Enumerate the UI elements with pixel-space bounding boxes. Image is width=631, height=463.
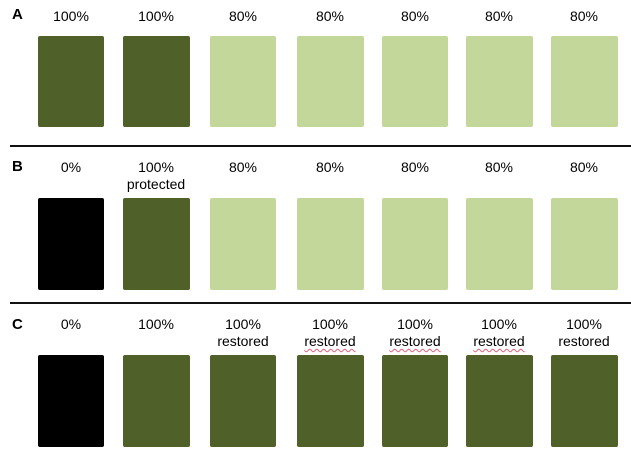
panel-c-block-1 [38, 355, 104, 447]
note-label: restored [558, 333, 610, 349]
panel-a-block-6 [465, 36, 533, 127]
panel-label-c: C [12, 316, 23, 333]
value-label: 80% [228, 159, 258, 175]
value-label: 80% [400, 8, 430, 24]
note-label: restored [389, 333, 441, 349]
panel-b-block-2 [122, 198, 190, 290]
panel-a-label-1: 100% [26, 8, 116, 25]
panel-c-label-1: 0% [26, 316, 116, 333]
panel-b-block-3 [210, 198, 276, 290]
value-label: 0% [60, 316, 82, 332]
value-label: 80% [484, 8, 514, 24]
note-label: restored [304, 333, 356, 349]
panel-b-label-3: 80% [198, 159, 288, 176]
panel-b-label-7: 80% [539, 159, 629, 176]
panel-c-label-5: 100% restored [370, 316, 460, 350]
panel-c-label-3: 100% restored [198, 316, 288, 350]
panel-a-block-4 [296, 36, 364, 127]
panel-label-a: A [12, 6, 23, 23]
panel-a-block-7 [550, 36, 618, 127]
note-label: restored [473, 333, 525, 349]
value-label: 80% [484, 159, 514, 175]
value-label: 0% [60, 159, 82, 175]
panel-c-block-6 [465, 355, 533, 447]
divider-b-c [10, 302, 631, 304]
panel-b-block-7 [550, 198, 618, 290]
value-label: 100% [566, 316, 602, 332]
panel-c-label-7: 100% restored [539, 316, 629, 350]
panel-label-b: B [12, 158, 23, 175]
value-label: 100% [138, 316, 174, 332]
panel-a-label-7: 80% [539, 8, 629, 25]
value-label: 80% [315, 159, 345, 175]
panel-a-label-6: 80% [454, 8, 544, 25]
panel-a-label-2: 100% [111, 8, 201, 25]
panel-c-label-2: 100% [111, 316, 201, 333]
panel-a-block-5 [382, 36, 448, 127]
panel-b-block-5 [382, 198, 448, 290]
value-label: 80% [569, 8, 599, 24]
panel-c-block-4 [296, 355, 364, 447]
value-label: 100% [53, 8, 89, 24]
note-label: restored [217, 333, 269, 349]
value-label: 80% [569, 159, 599, 175]
panel-a-block-3 [210, 36, 276, 127]
panel-c-block-2 [122, 355, 190, 447]
value-label: 100% [138, 159, 174, 175]
value-label: 100% [138, 8, 174, 24]
panel-c-block-3 [210, 355, 276, 447]
panel-c-label-4: 100% restored [285, 316, 375, 350]
panel-c-label-6: 100% restored [454, 316, 544, 350]
divider-a-b [10, 145, 631, 147]
panel-a-label-5: 80% [370, 8, 460, 25]
panel-c-block-7 [550, 355, 618, 447]
value-label: 80% [315, 8, 345, 24]
panel-b-label-4: 80% [285, 159, 375, 176]
panel-b-block-1 [38, 198, 104, 290]
value-label: 100% [312, 316, 348, 332]
panel-b-label-6: 80% [454, 159, 544, 176]
panel-b-block-4 [296, 198, 364, 290]
value-label: 80% [228, 8, 258, 24]
note-label: protected [126, 176, 186, 192]
panel-c-block-5 [382, 355, 448, 447]
panel-a-block-2 [122, 36, 190, 127]
panel-a-label-4: 80% [285, 8, 375, 25]
value-label: 80% [400, 159, 430, 175]
panel-b-label-5: 80% [370, 159, 460, 176]
panel-b-label-1: 0% [26, 159, 116, 176]
value-label: 100% [481, 316, 517, 332]
value-label: 100% [225, 316, 261, 332]
value-label: 100% [397, 316, 433, 332]
panel-b-label-2: 100% protected [111, 159, 201, 193]
panel-b-block-6 [465, 198, 533, 290]
panel-a-block-1 [38, 36, 104, 127]
panel-a-label-3: 80% [198, 8, 288, 25]
